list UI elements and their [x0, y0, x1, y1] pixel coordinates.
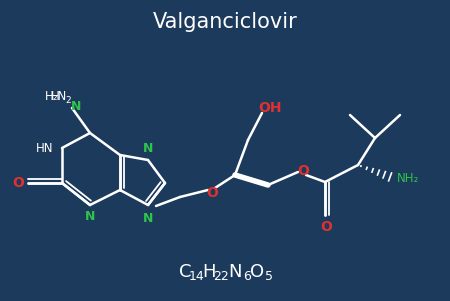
Text: 5: 5 — [265, 269, 273, 283]
Text: N: N — [143, 212, 153, 225]
Text: O: O — [297, 164, 309, 178]
Text: 2: 2 — [65, 96, 71, 105]
Text: NH₂: NH₂ — [397, 172, 419, 185]
Text: H: H — [51, 89, 60, 103]
Text: 14: 14 — [189, 269, 205, 283]
Text: H₂N: H₂N — [45, 89, 67, 103]
Text: O: O — [320, 220, 332, 234]
Text: O: O — [250, 263, 264, 281]
Text: H: H — [202, 263, 216, 281]
Text: N: N — [143, 141, 153, 154]
Text: C: C — [179, 263, 191, 281]
Text: 22: 22 — [213, 269, 229, 283]
Text: N: N — [85, 210, 95, 224]
Text: O: O — [12, 176, 24, 190]
Text: O: O — [206, 186, 218, 200]
Text: HN: HN — [36, 141, 54, 154]
Text: 6: 6 — [243, 269, 251, 283]
Text: OH: OH — [258, 101, 282, 115]
Text: N: N — [228, 263, 242, 281]
Text: Valganciclovir: Valganciclovir — [153, 12, 297, 32]
Text: N: N — [71, 101, 81, 113]
